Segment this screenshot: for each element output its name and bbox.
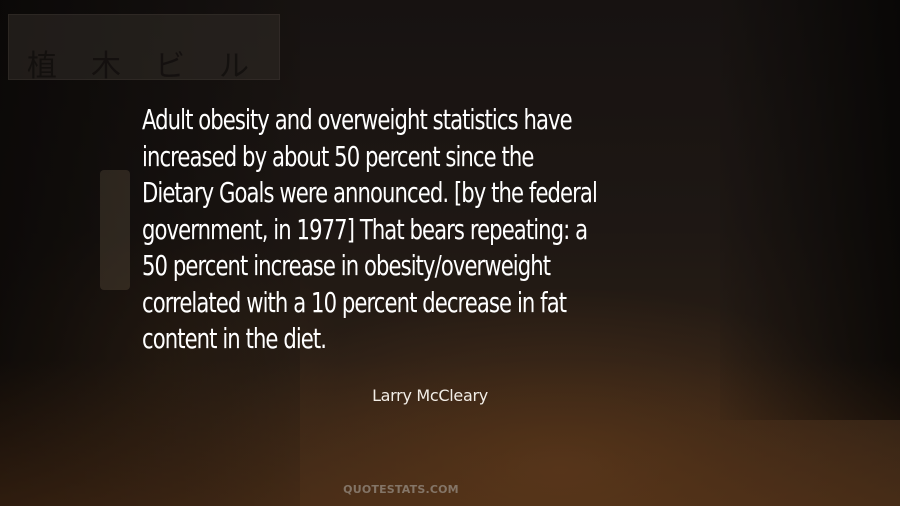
sign-character: 植 (27, 49, 57, 84)
quote-author: Larry McCleary (372, 386, 488, 405)
background-lantern (100, 170, 130, 290)
background-building-right (720, 0, 900, 420)
sign-character: 木 (91, 49, 121, 84)
site-watermark: QUOTESTATS.COM (343, 483, 459, 496)
background-street (0, 360, 900, 506)
background-building-left (0, 0, 300, 506)
background-shop-sign: 植 木 ビ ル (8, 14, 280, 84)
sign-character: ル (219, 49, 249, 84)
quote-text: Adult obesity and overweight statistics … (142, 103, 598, 355)
sign-character: ビ (155, 49, 185, 84)
